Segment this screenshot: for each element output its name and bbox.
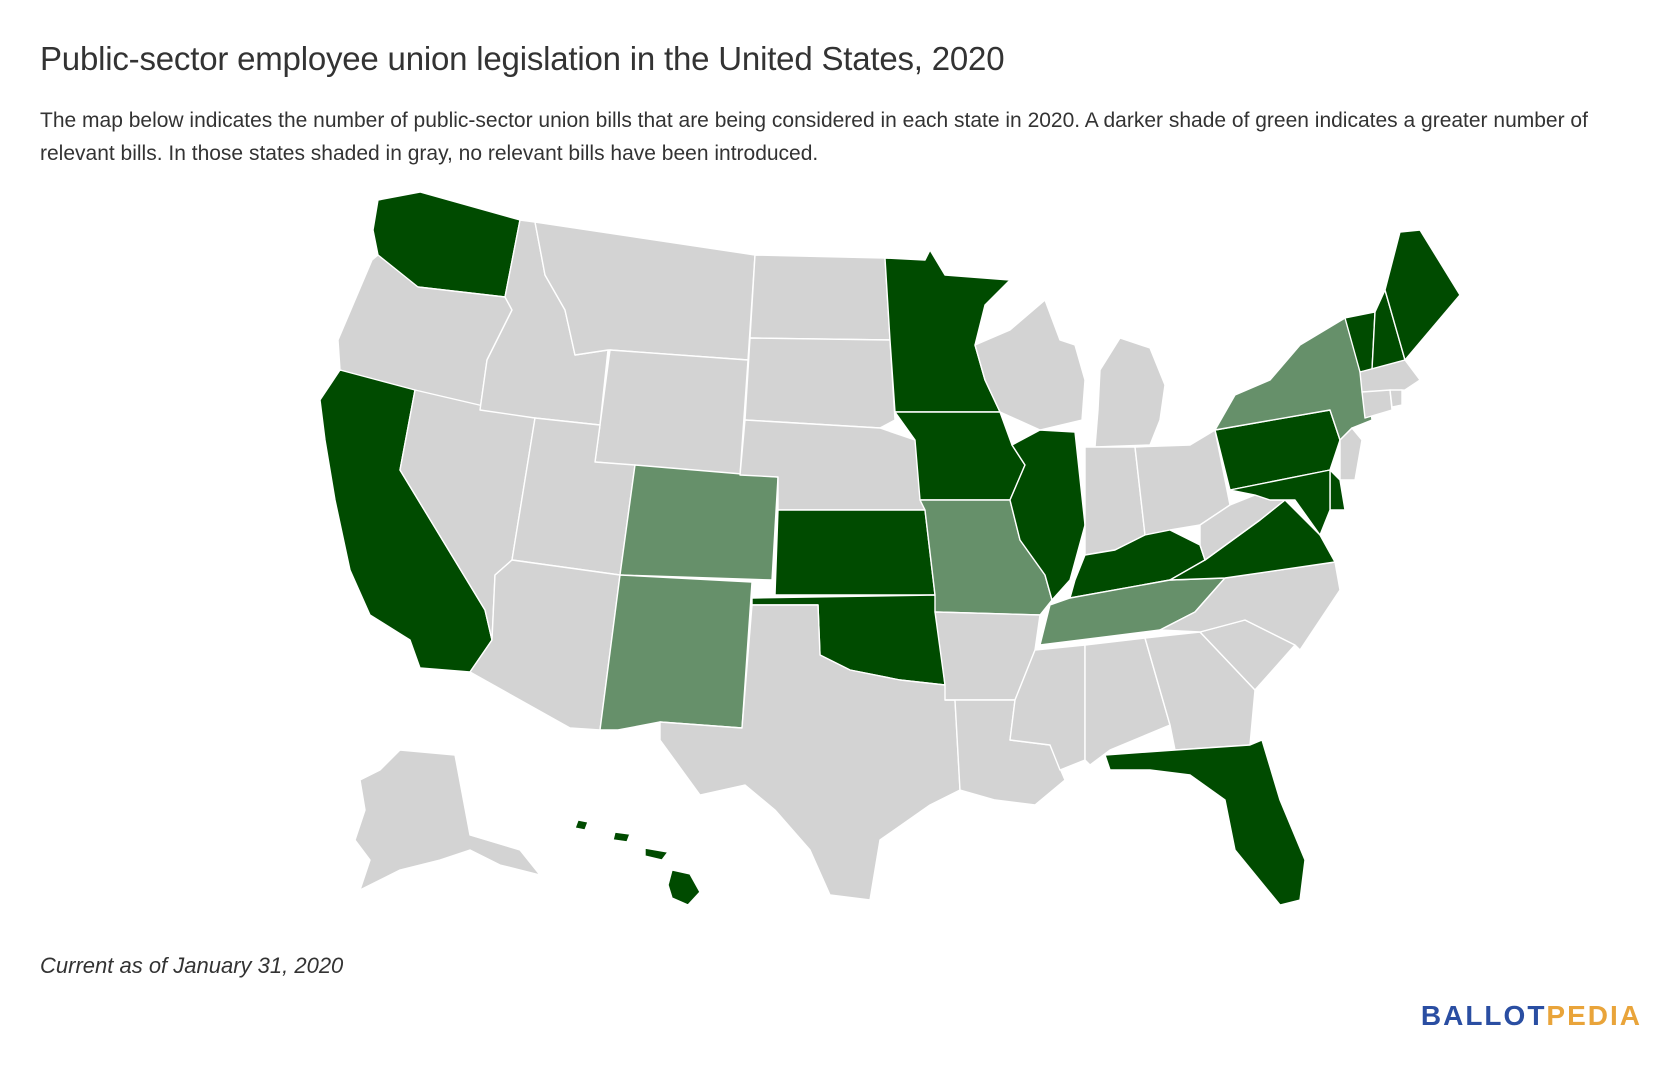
logo-text-ballot: BALLOT	[1420, 1000, 1547, 1031]
state-nm[interactable]	[599, 574, 753, 731]
page-title: Public-sector employee union legislation…	[40, 40, 1005, 77]
logo-text-pedia: PEDIA	[1546, 1000, 1642, 1031]
state-me[interactable]	[1384, 229, 1461, 361]
state-nd[interactable]	[749, 254, 891, 341]
state-mn[interactable]	[884, 249, 1011, 413]
state-ks[interactable]	[774, 509, 936, 596]
state-ak[interactable]	[354, 749, 541, 891]
page-subtitle: The map below indicates the number of pu…	[40, 109, 1588, 165]
ballotpedia-logo[interactable]: BALLOTPEDIA	[1421, 1000, 1642, 1032]
state-ma[interactable]	[1359, 359, 1421, 393]
state-nj[interactable]	[1339, 427, 1363, 481]
state-md[interactable]	[1229, 469, 1331, 536]
state-co[interactable]	[619, 464, 779, 581]
state-ri[interactable]	[1389, 389, 1403, 408]
state-mi[interactable]	[1094, 337, 1166, 448]
state-sd[interactable]	[744, 337, 896, 429]
state-tx[interactable]	[659, 604, 961, 901]
state-hi[interactable]	[574, 819, 701, 906]
state-ct[interactable]	[1361, 389, 1393, 419]
state-wy[interactable]	[594, 349, 749, 476]
state-il[interactable]	[1009, 429, 1086, 601]
state-ny[interactable]	[1214, 317, 1373, 441]
state-wi[interactable]	[974, 299, 1086, 431]
state-fl[interactable]	[1104, 739, 1306, 906]
current-as-of-note: Current as of January 31, 2020	[40, 953, 344, 978]
